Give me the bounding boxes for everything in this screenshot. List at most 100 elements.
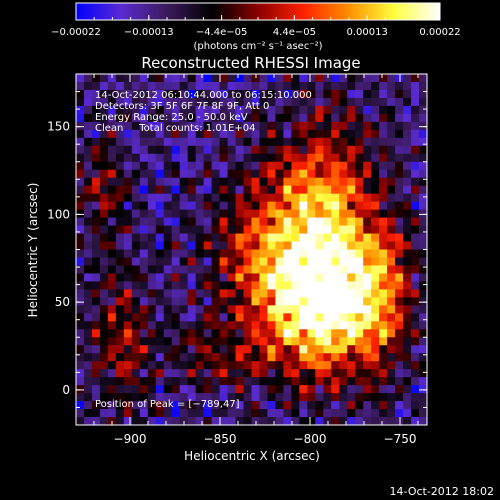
heatmap-cell bbox=[379, 297, 388, 306]
heatmap-cell bbox=[267, 145, 277, 155]
heatmap-cell bbox=[283, 265, 292, 275]
heatmap-cell bbox=[115, 177, 125, 187]
heatmap-cell bbox=[219, 233, 229, 243]
heatmap-cell bbox=[363, 97, 372, 107]
heatmap-cell bbox=[163, 305, 173, 314]
heatmap-cell bbox=[371, 185, 380, 195]
heatmap-cell bbox=[331, 177, 340, 187]
heatmap-cell bbox=[171, 193, 181, 203]
heatmap-cell bbox=[371, 193, 380, 203]
heatmap-cell bbox=[363, 233, 372, 243]
heatmap-cell bbox=[195, 161, 205, 171]
heatmap-cell bbox=[291, 89, 300, 99]
heatmap-cell bbox=[251, 265, 261, 275]
heatmap-cell bbox=[139, 249, 149, 259]
heatmap-cell bbox=[227, 161, 237, 171]
heatmap-cell bbox=[315, 177, 324, 187]
heatmap-cell bbox=[347, 153, 356, 163]
heatmap-cell bbox=[99, 385, 109, 394]
heatmap-cell bbox=[411, 113, 420, 123]
heatmap-cell bbox=[355, 169, 364, 179]
heatmap-cell bbox=[179, 297, 189, 306]
heatmap-cell bbox=[227, 361, 237, 370]
heatmap-cell bbox=[307, 137, 316, 147]
heatmap-cell bbox=[107, 233, 117, 243]
heatmap-cell bbox=[411, 241, 420, 251]
heatmap-cell bbox=[179, 74, 189, 83]
heatmap-cell bbox=[211, 225, 221, 235]
heatmap-cell bbox=[131, 361, 141, 370]
heatmap-cell bbox=[227, 217, 237, 227]
heatmap-cell bbox=[347, 129, 356, 139]
heatmap-cell bbox=[363, 121, 372, 131]
heatmap-cell bbox=[179, 369, 189, 378]
heatmap-cell bbox=[99, 161, 109, 171]
heatmap-cell bbox=[163, 241, 173, 251]
heatmap-cell bbox=[243, 417, 253, 425]
heatmap-cell bbox=[155, 297, 165, 306]
heatmap-cell bbox=[171, 233, 181, 243]
heatmap-cell bbox=[259, 297, 269, 306]
heatmap-cell bbox=[235, 249, 245, 259]
heatmap-cell bbox=[387, 177, 396, 187]
heatmap-cell bbox=[163, 281, 173, 290]
heatmap-cell bbox=[243, 97, 253, 107]
heatmap-cell bbox=[99, 345, 109, 354]
heatmap-cell bbox=[83, 281, 93, 290]
heatmap-cell bbox=[211, 161, 221, 171]
heatmap-cell bbox=[419, 137, 427, 147]
heatmap-cell bbox=[355, 233, 364, 243]
heatmap-cell bbox=[155, 321, 165, 330]
heatmap-cell bbox=[403, 409, 412, 418]
heatmap-cell bbox=[419, 385, 427, 394]
heatmap-cell bbox=[339, 249, 348, 259]
heatmap-cell bbox=[331, 401, 340, 410]
heatmap-cell bbox=[315, 353, 324, 362]
heatmap-cell bbox=[315, 137, 324, 147]
heatmap-cell bbox=[323, 313, 332, 322]
heatmap-cell bbox=[187, 89, 197, 99]
heatmap-cell bbox=[235, 297, 245, 306]
heatmap-cell bbox=[163, 409, 173, 418]
heatmap-cell bbox=[323, 393, 332, 402]
heatmap-cell bbox=[83, 185, 93, 195]
heatmap-cell bbox=[323, 369, 332, 378]
heatmap-cell bbox=[419, 289, 427, 298]
heatmap-cell bbox=[363, 377, 372, 386]
heatmap-cell bbox=[227, 377, 237, 386]
heatmap-cell bbox=[395, 193, 404, 203]
heatmap-cell bbox=[243, 89, 253, 99]
heatmap-cell bbox=[259, 97, 269, 107]
heatmap-cell bbox=[107, 81, 117, 91]
heatmap-cell bbox=[387, 81, 396, 91]
heatmap-cell bbox=[219, 361, 229, 370]
heatmap-cell bbox=[283, 369, 292, 378]
heatmap-cell bbox=[371, 169, 380, 179]
heatmap-cell bbox=[91, 361, 101, 370]
heatmap-cell bbox=[323, 177, 332, 187]
heatmap-cell bbox=[195, 249, 205, 259]
heatmap-cell bbox=[179, 385, 189, 394]
heatmap-cell bbox=[355, 241, 364, 251]
heatmap-cell bbox=[76, 233, 85, 243]
heatmap-cell bbox=[275, 81, 285, 91]
heatmap-cell bbox=[387, 329, 396, 338]
heatmap-cell bbox=[211, 321, 221, 330]
heatmap-cell bbox=[171, 329, 181, 338]
heatmap-cell bbox=[275, 377, 285, 386]
heatmap-cell bbox=[339, 241, 348, 251]
heatmap-cell bbox=[107, 225, 117, 235]
heatmap-cell bbox=[363, 129, 372, 139]
heatmap-cell bbox=[347, 241, 356, 251]
heatmap-cell bbox=[323, 337, 332, 346]
heatmap-cell bbox=[323, 249, 332, 259]
heatmap-cell bbox=[339, 401, 348, 410]
heatmap-cell bbox=[275, 225, 285, 235]
heatmap-cell bbox=[163, 74, 173, 83]
heatmap-cell bbox=[411, 177, 420, 187]
heatmap-cell bbox=[395, 409, 404, 418]
heatmap-cell bbox=[267, 321, 277, 330]
heatmap-cell bbox=[155, 185, 165, 195]
heatmap-cell bbox=[187, 201, 197, 211]
